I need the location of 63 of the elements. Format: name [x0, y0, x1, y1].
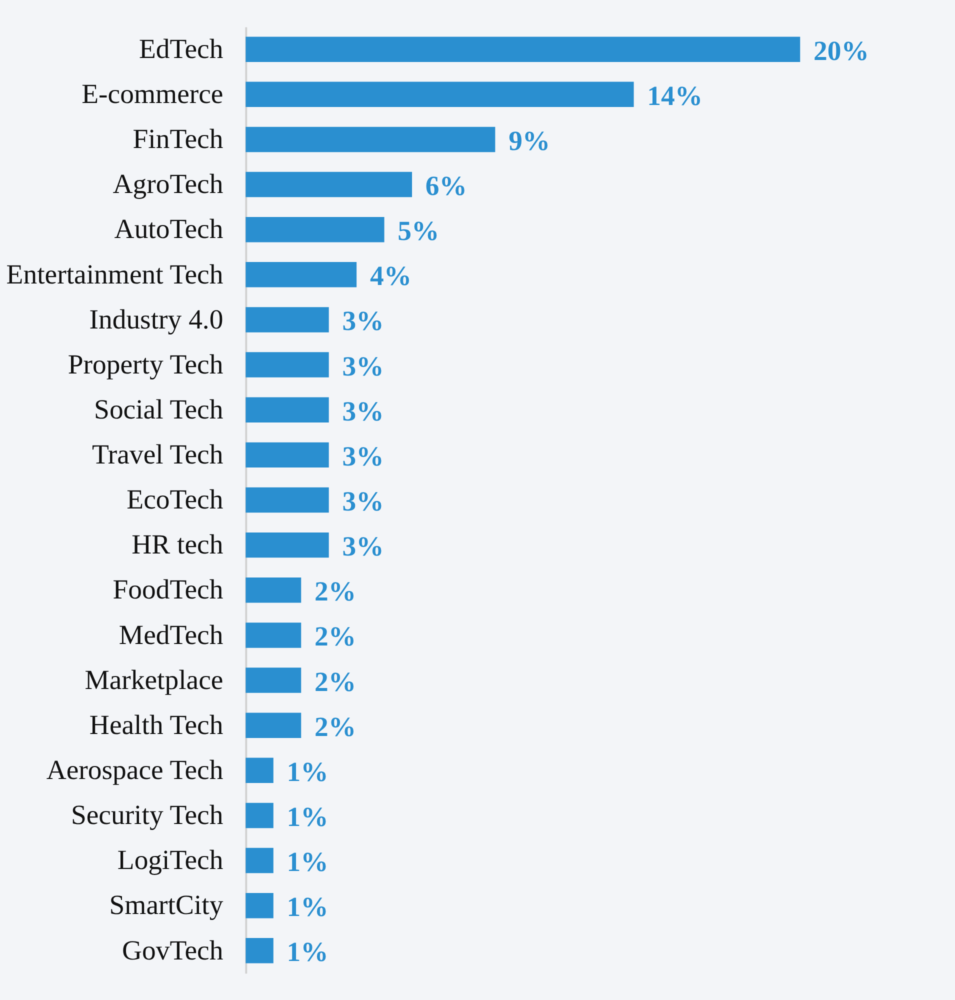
bar	[246, 352, 329, 378]
data-label: 1%	[286, 936, 328, 968]
data-label: 1%	[286, 891, 328, 922]
bar	[246, 532, 329, 558]
bar	[246, 892, 274, 918]
data-label: 2%	[314, 576, 356, 607]
data-label: 2%	[314, 620, 356, 652]
data-label: 3%	[342, 395, 384, 426]
bar	[246, 848, 274, 874]
bar	[246, 172, 412, 198]
data-label: 9%	[508, 124, 550, 156]
data-label: 3%	[342, 350, 384, 382]
data-label: 3%	[342, 305, 384, 336]
bar	[246, 578, 302, 603]
bar	[246, 487, 329, 513]
y-tick-label: SmartCity	[109, 889, 224, 920]
data-label: 4%	[370, 260, 412, 292]
data-label: 14%	[647, 80, 703, 111]
y-tick-label: Social Tech	[94, 393, 224, 424]
data-label: 1%	[286, 756, 328, 787]
data-label: 5%	[398, 215, 440, 246]
y-tick-label: Travel Tech	[92, 438, 224, 470]
data-label: 6%	[425, 170, 467, 202]
y-tick-label: HR tech	[132, 528, 224, 560]
bar	[246, 712, 302, 738]
bar	[246, 397, 329, 422]
y-tick-label: Property Tech	[68, 348, 224, 380]
y-tick-label: EcoTech	[126, 484, 224, 515]
data-label: 1%	[286, 846, 328, 878]
bar	[246, 802, 274, 828]
y-tick-label: Industry 4.0	[89, 303, 224, 334]
data-label: 2%	[314, 666, 356, 697]
bar	[246, 758, 274, 784]
data-label: 3%	[342, 530, 384, 562]
y-tick-label: MedTech	[118, 618, 224, 650]
y-tick-label: LogiTech	[117, 844, 224, 876]
data-label: 20%	[814, 34, 869, 66]
y-tick-label: Entertainment Tech	[6, 258, 224, 290]
bar	[246, 126, 496, 152]
bar	[246, 307, 329, 332]
y-tick-label: FinTech	[132, 123, 224, 154]
y-tick-label: AutoTech	[114, 213, 224, 244]
y-tick-label: Aerospace Tech	[46, 754, 224, 786]
y-tick-label: E-commerce	[82, 78, 224, 110]
y-tick-label: Marketplace	[84, 664, 224, 695]
data-label: 1%	[286, 800, 328, 832]
y-tick-label: GovTech	[122, 934, 224, 966]
bar	[246, 216, 384, 242]
data-label: 3%	[342, 486, 384, 517]
data-label: 2%	[314, 710, 356, 742]
bar	[246, 622, 302, 648]
bar	[246, 938, 274, 964]
y-tick-label: Security Tech	[70, 799, 224, 830]
bar	[246, 262, 357, 288]
data-label: 3%	[342, 440, 384, 472]
y-tick-label: FoodTech	[112, 574, 224, 605]
y-tick-label: AgroTech	[112, 168, 224, 200]
y-tick-label: EdTech	[138, 32, 224, 64]
y-tick-label: Health Tech	[89, 708, 224, 740]
bar	[246, 668, 302, 693]
bar	[246, 82, 634, 108]
bar	[246, 36, 800, 62]
bar	[246, 442, 329, 468]
